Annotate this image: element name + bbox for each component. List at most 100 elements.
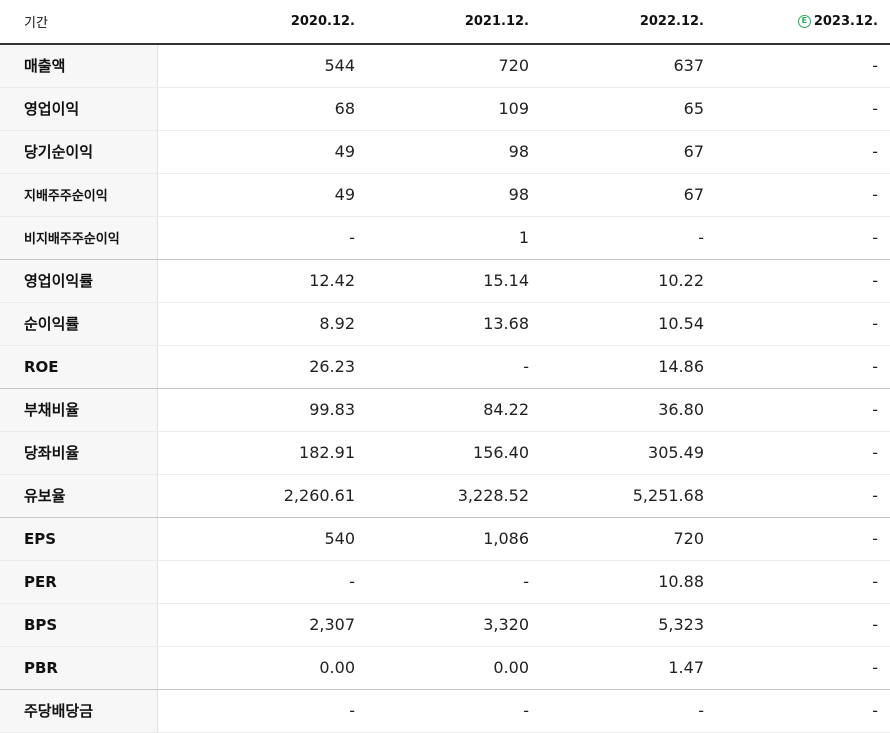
table-row: 매출액 544 720 637- xyxy=(0,44,890,88)
table-cell: - xyxy=(541,689,716,733)
table-row: 부채비율 99.83 84.22 36.80- xyxy=(0,388,890,432)
table-cell: - xyxy=(716,603,890,647)
table-cell: 84.22 xyxy=(367,388,541,432)
table-cell: 3,228.52 xyxy=(367,474,541,518)
table-row: 유보율 2,260.61 3,228.52 5,251.68- xyxy=(0,474,890,518)
table-cell: - xyxy=(157,560,367,604)
table-row: 주당배당금 - - - - xyxy=(0,689,890,733)
row-label: 영업이익 xyxy=(0,87,158,131)
table-cell: 540 xyxy=(157,517,367,561)
table-cell: 1.47 xyxy=(541,646,716,690)
row-label: EPS xyxy=(0,517,158,561)
table-cell: - xyxy=(716,302,890,346)
table-cell: - xyxy=(716,259,890,303)
table-cell: 2,260.61 xyxy=(157,474,367,518)
period-header: 2021.12. xyxy=(367,0,541,45)
table-cell: 65 xyxy=(541,87,716,131)
row-label: 순이익률 xyxy=(0,302,158,346)
row-label: 부채비율 xyxy=(0,388,158,432)
row-label: 유보율 xyxy=(0,474,158,518)
table-cell: 13.68 xyxy=(367,302,541,346)
table-cell: - xyxy=(716,44,890,88)
table-cell: 0.00 xyxy=(367,646,541,690)
table-cell: 98 xyxy=(367,130,541,174)
table-cell: - xyxy=(716,130,890,174)
row-label: 매출액 xyxy=(0,44,158,88)
table-cell: 1,086 xyxy=(367,517,541,561)
table-cell: - xyxy=(716,689,890,733)
table-row: 순이익률 8.92 13.68 10.54- xyxy=(0,302,890,346)
period-label: 기간 xyxy=(0,0,157,45)
period-header: 2020.12. xyxy=(157,0,367,45)
table-row: 당기순이익 49 98 67- xyxy=(0,130,890,174)
table-row: BPS 2,307 3,320 5,323- xyxy=(0,603,890,647)
table-cell: - xyxy=(716,345,890,389)
table-cell: - xyxy=(716,87,890,131)
table-cell: - xyxy=(716,646,890,690)
table-cell: 68 xyxy=(157,87,367,131)
table-cell: - xyxy=(716,388,890,432)
table-cell: 49 xyxy=(157,130,367,174)
estimate-icon: E xyxy=(797,15,811,28)
table-cell: - xyxy=(716,517,890,561)
table-cell: - xyxy=(157,689,367,733)
table-cell: 67 xyxy=(541,173,716,217)
table-cell: 2,307 xyxy=(157,603,367,647)
table-cell: 3,320 xyxy=(367,603,541,647)
table-cell: - xyxy=(367,345,541,389)
table-cell: 637 xyxy=(541,44,716,88)
row-label: 지배주주순이익 xyxy=(0,173,158,217)
table-cell: - xyxy=(367,689,541,733)
table-cell: 14.86 xyxy=(541,345,716,389)
table-row: EPS 540 1,086 720- xyxy=(0,517,890,561)
period-header: 2022.12. xyxy=(541,0,716,45)
table-cell: 10.88 xyxy=(541,560,716,604)
row-label: BPS xyxy=(0,603,158,647)
table-cell: 182.91 xyxy=(157,431,367,475)
table-cell: 67 xyxy=(541,130,716,174)
table-cell: 5,251.68 xyxy=(541,474,716,518)
table-cell: - xyxy=(541,216,716,260)
table-cell: 49 xyxy=(157,173,367,217)
table-cell: 544 xyxy=(157,44,367,88)
row-label: 주당배당금 xyxy=(0,689,158,733)
table-row: 영업이익 68 109 65- xyxy=(0,87,890,131)
row-label: 당기순이익 xyxy=(0,130,158,174)
table-cell: - xyxy=(716,474,890,518)
table-cell: 26.23 xyxy=(157,345,367,389)
table-cell: 98 xyxy=(367,173,541,217)
table-cell: 99.83 xyxy=(157,388,367,432)
table-row: PER - -10.88- xyxy=(0,560,890,604)
table-cell: 36.80 xyxy=(541,388,716,432)
row-label: 당좌비율 xyxy=(0,431,158,475)
table-cell: 8.92 xyxy=(157,302,367,346)
row-label: PER xyxy=(0,560,158,604)
row-label: 비지배주주순이익 xyxy=(0,216,158,260)
table-row: 당좌비율 182.91 156.40 305.49- xyxy=(0,431,890,475)
table-cell: - xyxy=(716,173,890,217)
table-cell: - xyxy=(157,216,367,260)
table-row: PBR 0.00 0.00 1.47- xyxy=(0,646,890,690)
table-cell: 720 xyxy=(541,517,716,561)
table-cell: - xyxy=(716,560,890,604)
table-cell: 5,323 xyxy=(541,603,716,647)
table-row: 지배주주순이익 49 98 67- xyxy=(0,173,890,217)
period-header-estimate: E 2023.12. xyxy=(716,0,890,45)
table-cell: - xyxy=(367,560,541,604)
table-row: 영업이익률 12.42 15.14 10.22- xyxy=(0,259,890,303)
table-cell: 1 xyxy=(367,216,541,260)
table-row: ROE 26.23-14.86- xyxy=(0,345,890,389)
table-cell: 15.14 xyxy=(367,259,541,303)
table-cell: 10.54 xyxy=(541,302,716,346)
table-cell: 305.49 xyxy=(541,431,716,475)
row-label: 영업이익률 xyxy=(0,259,158,303)
period-header-text: 2023.12. xyxy=(813,14,878,29)
table-cell: 12.42 xyxy=(157,259,367,303)
table-cell: 0.00 xyxy=(157,646,367,690)
table-cell: 156.40 xyxy=(367,431,541,475)
table-cell: - xyxy=(716,216,890,260)
row-label: PBR xyxy=(0,646,158,690)
header-row: 기간 2020.12. 2021.12. 2022.12. E 2023.12. xyxy=(0,0,890,45)
table-cell: 10.22 xyxy=(541,259,716,303)
